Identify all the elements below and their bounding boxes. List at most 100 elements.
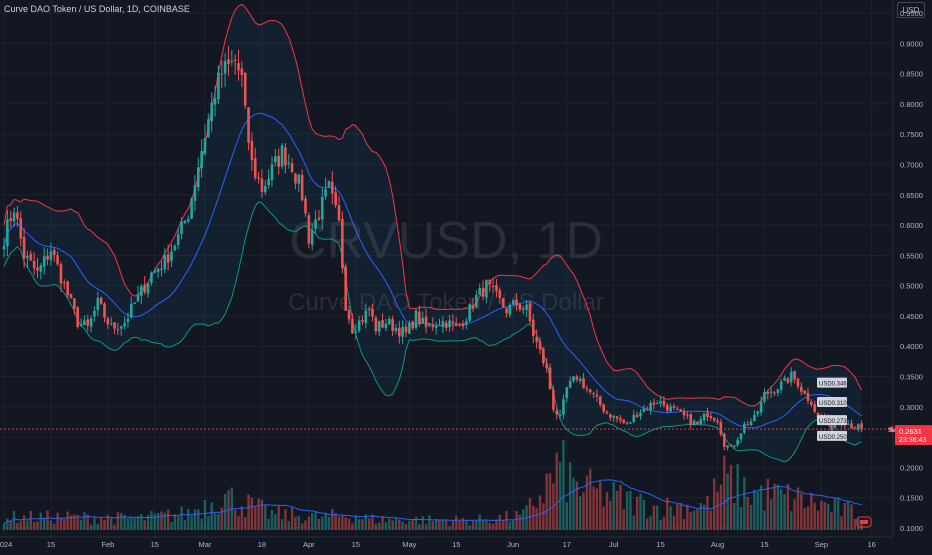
candle-body bbox=[156, 268, 160, 273]
candle-body bbox=[290, 163, 294, 172]
volume-bar bbox=[257, 498, 260, 530]
candle-body bbox=[223, 61, 227, 74]
candle-body bbox=[247, 107, 250, 143]
price-axis[interactable]: 0.10000.15000.20000.25000.30000.35000.40… bbox=[892, 0, 932, 550]
volume-bar bbox=[682, 519, 686, 530]
volume-bar bbox=[672, 515, 676, 530]
candle-body bbox=[572, 376, 575, 382]
volume-bar bbox=[223, 494, 227, 530]
volume-bar bbox=[384, 522, 388, 530]
volume-bar bbox=[89, 524, 93, 530]
candle-body bbox=[461, 323, 465, 327]
volume-bar bbox=[602, 506, 605, 530]
volume-bar bbox=[733, 502, 736, 530]
x-tick-label: Mar bbox=[199, 540, 212, 549]
volume-bar bbox=[548, 473, 552, 530]
volume-bar bbox=[612, 481, 615, 530]
volume-bar bbox=[146, 515, 150, 530]
settings-icon[interactable] bbox=[856, 516, 872, 528]
volume-bar bbox=[411, 519, 414, 530]
candle-body bbox=[800, 386, 803, 392]
volume-bar bbox=[806, 506, 810, 530]
volume-bar bbox=[284, 509, 287, 530]
candle-body bbox=[562, 399, 565, 415]
candle-body bbox=[702, 413, 706, 421]
bb-fill bbox=[4, 4, 862, 462]
x-tick-label: 15 bbox=[760, 540, 768, 549]
candle-body bbox=[609, 414, 612, 418]
candle-body bbox=[773, 392, 776, 394]
volume-bar bbox=[351, 523, 354, 530]
x-tick-label: 15 bbox=[452, 540, 460, 549]
candle-body bbox=[434, 325, 438, 328]
candle-body bbox=[471, 305, 475, 310]
candle-body bbox=[478, 287, 481, 296]
candle-body bbox=[444, 322, 448, 328]
candle-body bbox=[160, 268, 163, 270]
candle-body bbox=[227, 59, 230, 65]
currency-button[interactable]: USD bbox=[897, 2, 925, 18]
volume-bar bbox=[408, 520, 411, 530]
volume-bar bbox=[79, 519, 83, 530]
volume-bar bbox=[826, 503, 830, 530]
volume-bar bbox=[99, 518, 103, 530]
volume-bar bbox=[150, 510, 153, 530]
candle-body bbox=[542, 348, 545, 364]
volume-bar bbox=[133, 518, 136, 530]
candle-body bbox=[475, 295, 478, 308]
candle-body bbox=[454, 323, 458, 326]
candle-body bbox=[217, 72, 220, 100]
candle-body bbox=[230, 60, 234, 62]
candle-body bbox=[79, 323, 83, 326]
candle-body bbox=[602, 404, 605, 412]
candle-body bbox=[371, 308, 374, 317]
volume-bar bbox=[485, 520, 488, 530]
volume-bar bbox=[327, 516, 331, 530]
volume-bar bbox=[324, 512, 327, 530]
volume-bar bbox=[702, 504, 706, 530]
candle-body bbox=[833, 423, 837, 429]
volume-bar bbox=[857, 518, 860, 530]
volume-bar bbox=[833, 497, 836, 530]
volume-bar bbox=[207, 516, 210, 530]
candle-body bbox=[746, 424, 749, 426]
candle-body bbox=[150, 272, 153, 283]
candle-body bbox=[173, 245, 177, 251]
volume-bar bbox=[240, 506, 244, 530]
volume-bar bbox=[247, 494, 250, 530]
volume-bar bbox=[696, 509, 699, 530]
candle-body bbox=[183, 220, 187, 224]
volume-bar bbox=[86, 514, 89, 530]
candle-body bbox=[515, 299, 518, 306]
x-tick-label: 18 bbox=[258, 540, 266, 549]
time-axis[interactable]: 2024 15 Feb 15 Mar 18 Apr 15 May 15 Jun 17 Jul 15 Aug 1… bbox=[0, 536, 893, 550]
volume-bar bbox=[126, 518, 130, 530]
volume-bar bbox=[374, 523, 378, 530]
volume-bar bbox=[428, 515, 431, 530]
y-tick-label: 0.7000 bbox=[900, 160, 923, 169]
candle-body bbox=[860, 423, 863, 430]
volume-bar bbox=[321, 516, 324, 530]
volume-bar bbox=[585, 475, 589, 530]
volume-bar bbox=[233, 510, 237, 530]
candle-body bbox=[66, 281, 69, 296]
candle-body bbox=[274, 156, 277, 163]
candle-body bbox=[133, 303, 136, 305]
volume-bar bbox=[180, 506, 183, 530]
candle-body bbox=[86, 319, 90, 326]
volume-bar bbox=[475, 520, 478, 530]
volume-bar bbox=[307, 516, 311, 530]
volume-bar bbox=[599, 481, 602, 530]
volume-bar bbox=[512, 520, 515, 530]
volume-bar bbox=[421, 516, 424, 530]
volume-bar bbox=[46, 510, 49, 530]
y-tick-label: 0.6500 bbox=[900, 191, 923, 200]
candle-body bbox=[253, 158, 257, 178]
candle-body bbox=[220, 73, 224, 75]
candle-body bbox=[317, 217, 321, 220]
candle-body bbox=[320, 196, 324, 220]
candle-body bbox=[575, 376, 579, 380]
candle-body bbox=[719, 422, 723, 435]
